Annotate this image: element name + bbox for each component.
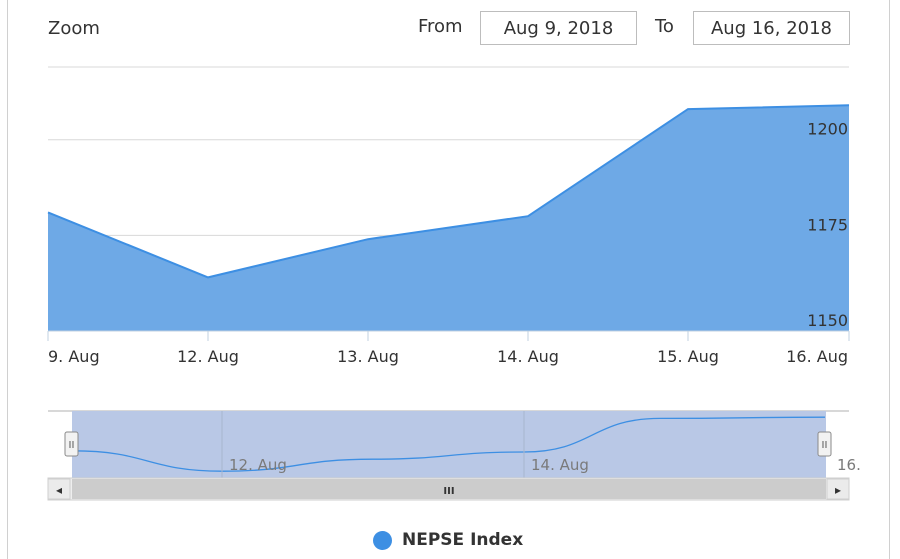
x-tick-label: 13. Aug [337, 347, 399, 366]
navigator-right-handle[interactable]: II [817, 431, 832, 457]
legend-marker [373, 530, 392, 550]
navigator-x-label: 14. Aug [531, 456, 589, 474]
scrollbar-thumb[interactable] [72, 479, 826, 499]
legend-item-nepse[interactable]: NEPSE Index [373, 529, 523, 551]
panel-left-border [7, 0, 8, 559]
right-handle-grip: II [822, 440, 828, 451]
navigator-x-label: 12. Aug [229, 456, 287, 474]
scrollbar-left-button[interactable]: ◂ [47, 478, 71, 500]
x-tick-label: 15. Aug [657, 347, 719, 366]
x-tick-label: 12. Aug [177, 347, 239, 366]
zoom-label: Zoom [48, 18, 100, 39]
y-tick-label: 1200 [807, 120, 848, 139]
from-label: From [418, 16, 463, 37]
y-tick-label: 1175 [807, 215, 848, 234]
scrollbar-right-button[interactable]: ▸ [826, 478, 850, 500]
navigator-series-line [72, 416, 826, 472]
navigator-left-handle[interactable]: II [64, 431, 79, 457]
nepse-line [47, 104, 850, 279]
scroll-left-arrow-icon: ◂ [56, 483, 62, 497]
scrollbar-grip: III [443, 486, 454, 497]
navigator-selected-range[interactable] [72, 411, 826, 478]
scroll-right-arrow-icon: ▸ [835, 483, 841, 497]
x-tick-label: 9. Aug [48, 347, 100, 366]
x-tick-label: 16. Aug [786, 347, 848, 366]
to-label: To [655, 16, 674, 37]
nepse-area [48, 105, 849, 331]
y-tick-label: 1150 [807, 311, 848, 330]
legend-label: NEPSE Index [402, 530, 524, 550]
panel-right-border [889, 0, 890, 559]
navigator-x-label: 16. [837, 456, 861, 474]
left-handle-grip: II [69, 440, 75, 451]
x-tick-label: 14. Aug [497, 347, 559, 366]
to-date-input[interactable] [693, 11, 850, 45]
from-date-input[interactable] [480, 11, 637, 45]
